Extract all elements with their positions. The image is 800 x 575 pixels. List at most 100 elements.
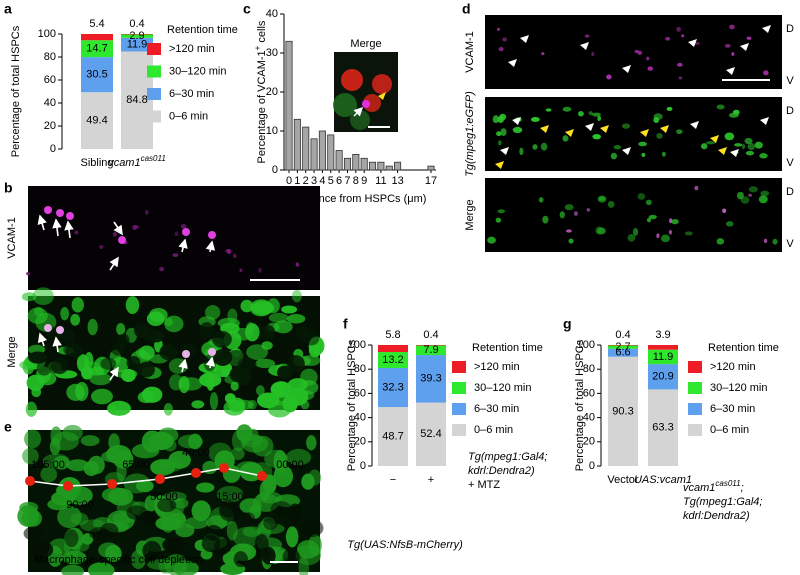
cell <box>656 233 660 238</box>
cell <box>678 76 683 80</box>
cell <box>763 238 768 244</box>
cell <box>540 142 548 151</box>
arrowhead <box>378 92 386 100</box>
cell <box>341 69 363 91</box>
cell <box>532 144 538 150</box>
panel-label: e <box>4 419 12 435</box>
x-tick-label: Vector <box>607 474 639 486</box>
arrowhead <box>690 121 699 129</box>
cell <box>607 200 615 208</box>
value-label: 48.7 <box>382 430 403 442</box>
annotation: kdrl:Dendra2) <box>468 465 535 477</box>
cell <box>63 481 73 491</box>
cell <box>163 439 177 452</box>
cell <box>286 313 306 324</box>
annotation: Tg(mpeg1:Gal4; <box>468 451 547 463</box>
cell <box>83 460 99 477</box>
cell <box>725 221 734 227</box>
cell <box>117 333 130 347</box>
cell <box>299 518 324 538</box>
cell <box>263 516 278 531</box>
cell <box>256 385 265 396</box>
x-tick-label: 7 <box>344 175 350 187</box>
arrowhead <box>740 43 749 51</box>
cell <box>159 343 178 361</box>
cell <box>56 326 64 334</box>
cell <box>564 204 574 211</box>
y-tick-label: 10 <box>266 125 278 137</box>
value-label: 39.3 <box>420 373 441 385</box>
cell <box>362 100 370 108</box>
arrowhead <box>622 147 631 155</box>
cell <box>36 359 52 376</box>
cell <box>498 140 502 146</box>
cell <box>530 116 540 122</box>
arrowhead <box>660 125 669 133</box>
arrow <box>37 332 48 347</box>
bar-segment <box>81 57 113 93</box>
cell <box>747 142 756 151</box>
bar <box>394 161 402 171</box>
arrowhead <box>726 67 735 75</box>
cell <box>586 208 591 212</box>
cell <box>286 448 312 466</box>
value-label: 49.4 <box>86 115 107 127</box>
bar-segment <box>608 348 638 357</box>
arrowhead <box>640 129 649 137</box>
cell <box>268 312 289 323</box>
cell <box>53 455 70 470</box>
cell <box>57 505 82 529</box>
text-part: kdrl:Dendra2) <box>683 510 750 522</box>
arrowhead <box>718 147 727 155</box>
cell <box>26 271 30 276</box>
arrow <box>64 220 74 239</box>
bar <box>318 130 326 171</box>
cell <box>70 313 81 326</box>
cell <box>487 236 496 244</box>
cell <box>700 143 708 150</box>
cell <box>254 533 269 555</box>
value-label: 11.9 <box>653 351 674 363</box>
cell <box>100 522 119 538</box>
orientation-label: D <box>786 105 794 117</box>
timestamp: 50:00 <box>150 491 178 503</box>
cell <box>641 152 646 157</box>
cell <box>208 348 216 356</box>
legend-title: Retention time <box>167 24 238 36</box>
annotation: Tg(mpeg1:Gal4; <box>683 496 762 508</box>
cell <box>637 193 646 200</box>
y-tick-label: 60 <box>354 387 366 399</box>
bar-segment <box>648 364 678 390</box>
cell <box>155 474 165 484</box>
y-tick-label: 0 <box>272 164 278 176</box>
cell <box>676 26 681 32</box>
cell <box>270 501 292 516</box>
cell <box>660 234 670 243</box>
value-label: 0.4 <box>129 18 144 30</box>
legend-label: 30–120 min <box>474 382 532 394</box>
legend-swatch <box>452 403 466 415</box>
orientation-label: V <box>786 157 794 169</box>
cell <box>135 479 154 493</box>
legend-swatch <box>688 361 702 373</box>
cell <box>261 341 273 350</box>
cell <box>108 433 120 452</box>
legend-label: 30–120 min <box>169 65 227 77</box>
legend-swatch <box>147 65 161 78</box>
timestamp: 90:00 <box>66 499 94 511</box>
cell <box>44 206 52 214</box>
superscript: + <box>253 45 262 50</box>
cell <box>772 238 778 245</box>
bar-segment <box>378 367 408 408</box>
cell <box>734 143 743 147</box>
y-tick-label: 100 <box>38 28 56 40</box>
arrow <box>52 336 62 353</box>
cell <box>163 402 173 416</box>
value-label: 11.9 <box>127 39 148 51</box>
legend-swatch <box>452 382 466 394</box>
cell <box>565 229 572 233</box>
y-axis-label: Percentage of VCAM-1+ cells <box>253 20 268 163</box>
legend-swatch <box>452 424 466 436</box>
bar <box>343 157 352 171</box>
x-tick-label: 0 <box>286 175 292 187</box>
